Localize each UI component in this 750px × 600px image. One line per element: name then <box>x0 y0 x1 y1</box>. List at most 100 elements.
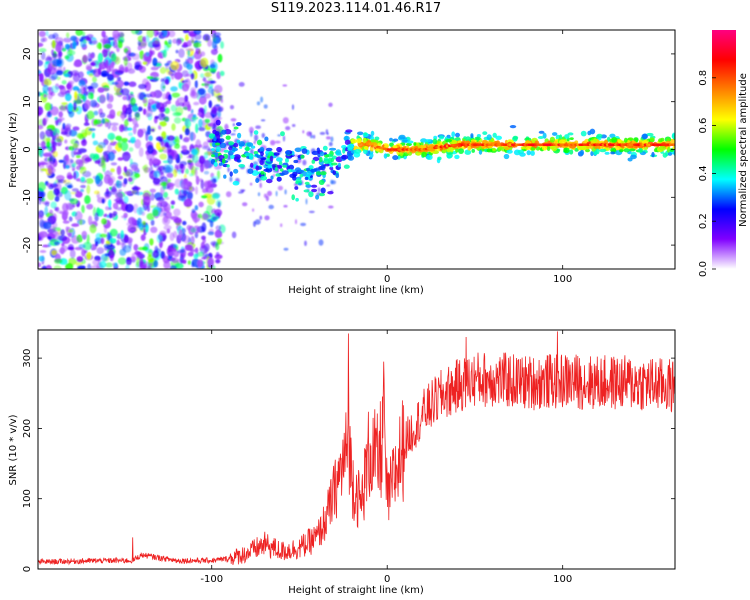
spectrogram-ridge-blob <box>330 158 334 163</box>
spectrogram-noise-blob <box>198 95 207 105</box>
spectrogram-ridge-blob <box>276 176 282 182</box>
spectrogram-noise-blob <box>75 178 82 182</box>
spectrogram-noise-blob <box>50 91 55 97</box>
spectrogram-ridge-blob <box>413 142 417 146</box>
spectrogram-noise-blob <box>94 119 102 125</box>
spectrogram-noise-blob <box>48 229 58 238</box>
spectrogram-noise-blob <box>92 68 101 78</box>
spectrogram-noise-blob <box>94 159 101 164</box>
spectrogram-noise-blob <box>92 75 97 83</box>
spectrogram-noise-blob <box>84 84 88 92</box>
spectrogram-noise-blob <box>61 80 67 85</box>
spectrogram-noise-blob <box>162 164 171 174</box>
spectrogram-noise-blob <box>182 220 187 226</box>
spectrogram-noise-blob <box>76 151 82 155</box>
spectrogram-noise-blob <box>150 66 159 71</box>
spectrogram-noise-blob <box>89 99 98 108</box>
spectrogram-noise-blob <box>140 234 146 241</box>
spectrogram-noise-blob <box>47 110 51 117</box>
spectrogram-noise-blob <box>152 157 158 164</box>
spectrogram-noise-blob <box>125 264 130 269</box>
spectrogram-noise-blob <box>282 117 289 124</box>
spectrogram-ridge-blob <box>301 148 308 154</box>
spectrogram-noise-blob <box>168 251 175 256</box>
spectrogram-noise-blob <box>129 158 133 164</box>
spectrogram-ridge-blob <box>232 180 240 186</box>
spectrogram-noise-blob <box>145 224 149 233</box>
spectrogram-ridge-blob <box>363 148 368 154</box>
spectrogram-noise-blob <box>117 76 121 81</box>
spectrogram-ridge-blob <box>223 149 229 153</box>
spectrogram-noise-blob <box>283 247 289 251</box>
spectrogram-noise-blob <box>103 43 112 49</box>
spectrogram-ridge-blob <box>218 162 223 166</box>
spectrogram-ridge-blob <box>420 138 428 143</box>
spectrogram-ridge-blob <box>303 189 310 193</box>
spectrogram-ridge-blob <box>679 143 683 147</box>
spectrogram-noise-blob <box>73 171 77 180</box>
spectrogram-noise-blob <box>282 84 288 87</box>
spectrogram-noise-blob <box>124 169 134 177</box>
spectrogram-noise-blob <box>179 134 183 140</box>
spectrogram-noise-blob <box>253 140 256 145</box>
spectrogram-noise-blob <box>172 168 178 178</box>
spectrogram-noise-blob <box>158 124 162 130</box>
spectrogram-noise-blob <box>152 177 161 185</box>
spectrogram-noise-blob <box>242 202 248 207</box>
spectrogram-noise-blob <box>207 257 215 267</box>
spectrogram-noise-blob <box>181 83 190 92</box>
spectrogram-noise-blob <box>38 255 45 262</box>
spectrogram-noise-blob <box>198 144 203 148</box>
spectrogram-noise-blob <box>65 263 74 269</box>
spectrogram-noise-blob <box>214 209 223 217</box>
spectrogram-ridge-blob <box>322 145 328 151</box>
spectrogram-noise-blob <box>207 38 212 47</box>
spectrogram-noise-blob <box>106 231 111 242</box>
spectrogram-ridge-blob <box>611 137 618 143</box>
y-tick-label: 300 <box>22 349 33 368</box>
spectrogram-ridge-blob <box>646 132 654 137</box>
spectrogram-noise-blob <box>167 145 172 153</box>
spectrogram-noise-blob <box>62 220 70 224</box>
spectrogram-noise-blob <box>200 73 205 78</box>
snr-plot: -100 0 100 0 100 200 300 Height of straight l… <box>8 329 676 596</box>
spectrogram-noise-blob <box>40 51 46 60</box>
x-tick-label: 100 <box>553 274 572 285</box>
spectrogram-ridge-blob <box>330 162 338 166</box>
spectrogram-noise-blob <box>107 132 116 141</box>
spectrogram-ridge-blob <box>259 146 265 153</box>
spectrogram-noise-blob <box>89 40 93 45</box>
spectrogram-ridge-blob <box>308 191 314 198</box>
spectrogram-noise-blob <box>75 30 83 36</box>
spectrogram-ridge-blob <box>304 176 309 181</box>
spectrogram-noise-blob <box>170 60 180 71</box>
snr-x-ticks: -100 0 100 <box>200 330 572 585</box>
spectrogram-noise-blob <box>211 92 215 97</box>
spectrogram-noise-blob <box>149 192 155 201</box>
spectrogram-noise-blob <box>85 178 94 184</box>
spectrogram-ridge-blob <box>585 148 590 153</box>
spectrogram-ridge-blob <box>374 136 380 141</box>
spectrogram-ridge-blob <box>676 145 682 148</box>
spectrogram-noise-blob <box>229 105 235 110</box>
spectrogram-noise-blob <box>180 169 184 174</box>
spectrogram-noise-blob <box>124 191 132 195</box>
spectrogram-noise-blob <box>325 129 329 135</box>
spectrogram-noise-blob <box>124 119 129 127</box>
spectrogram-noise-blob <box>51 249 58 256</box>
spectrogram-ridge-blob <box>236 159 241 163</box>
spectrogram-ridge-blob <box>327 191 334 195</box>
spectrogram-ridge-blob <box>503 153 510 160</box>
spectrogram-noise-blob <box>202 141 209 149</box>
spectrogram-noise-blob <box>133 244 139 251</box>
spectrogram-noise-blob <box>163 215 169 223</box>
spectrogram-noise-blob <box>38 212 42 218</box>
spectrogram-ridge-blob <box>641 133 648 140</box>
spectrogram-noise-blob <box>164 63 169 67</box>
spectrogram-ridge-blob <box>315 167 320 171</box>
spectrogram-noise-blob <box>123 81 130 86</box>
spectrogram-noise-blob <box>87 263 92 269</box>
spectrogram-noise-blob <box>77 265 86 269</box>
spectrogram-noise-blob <box>115 70 125 74</box>
spectrogram-noise-blob <box>328 205 334 209</box>
